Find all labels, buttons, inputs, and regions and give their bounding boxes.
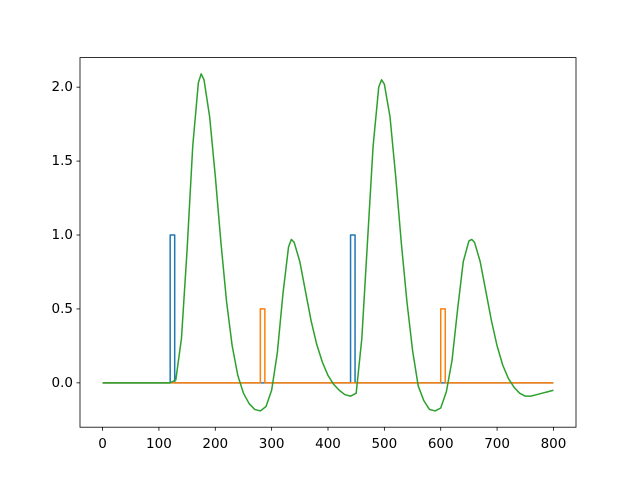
x-tick-label: 600: [428, 436, 454, 452]
data-line: [102, 234, 554, 384]
x-tick-label: 300: [259, 436, 285, 452]
x-tick-label: 800: [541, 436, 567, 452]
x-tick-label: 100: [146, 436, 172, 452]
x-tick-label: 700: [484, 436, 510, 452]
y-tick-label: 1.0: [52, 227, 73, 243]
x-tick-label: 500: [371, 436, 397, 452]
x-tick-label: 0: [98, 436, 107, 452]
y-tick-label: 2.0: [52, 79, 73, 95]
y-tick-label: 0.0: [52, 375, 73, 391]
y-tick-label: 1.5: [52, 153, 73, 169]
x-tick-label: 400: [315, 436, 341, 452]
y-tick-label: 0.5: [52, 301, 73, 317]
x-tick-label: 200: [202, 436, 228, 452]
data-line: [102, 308, 554, 384]
data-line: [102, 73, 554, 412]
plot-frame: [79, 57, 577, 428]
